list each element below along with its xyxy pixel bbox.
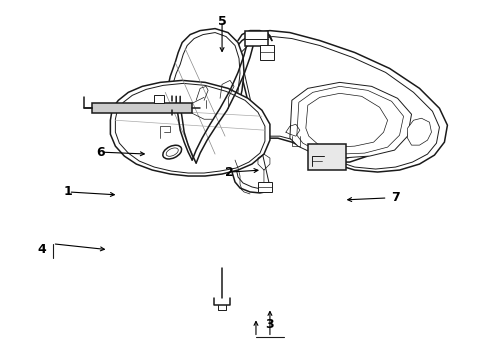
Polygon shape	[407, 118, 430, 145]
Polygon shape	[289, 82, 411, 158]
Text: 5: 5	[217, 15, 226, 28]
Polygon shape	[307, 144, 345, 170]
Text: 7: 7	[391, 192, 400, 204]
Polygon shape	[232, 31, 447, 193]
Polygon shape	[236, 37, 439, 189]
Polygon shape	[92, 103, 192, 113]
Text: 1: 1	[63, 185, 72, 198]
Polygon shape	[296, 86, 403, 154]
Polygon shape	[115, 84, 264, 173]
Polygon shape	[305, 93, 387, 147]
Text: 6: 6	[96, 145, 104, 159]
Polygon shape	[244, 31, 267, 45]
Ellipse shape	[166, 148, 178, 156]
Ellipse shape	[163, 145, 181, 159]
Text: 2: 2	[225, 166, 234, 179]
Text: 4: 4	[38, 243, 46, 256]
Polygon shape	[110, 80, 269, 176]
Polygon shape	[161, 32, 240, 163]
Polygon shape	[154, 95, 164, 103]
Polygon shape	[299, 88, 387, 162]
Text: 3: 3	[265, 318, 274, 332]
Polygon shape	[260, 45, 273, 60]
Polygon shape	[258, 182, 271, 192]
Polygon shape	[157, 28, 244, 166]
Polygon shape	[303, 92, 381, 158]
